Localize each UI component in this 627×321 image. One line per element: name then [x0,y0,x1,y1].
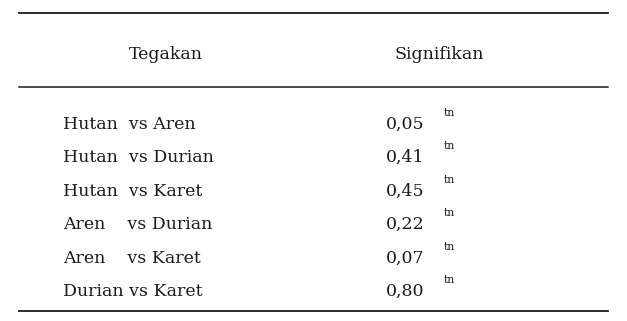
Text: 0,07: 0,07 [386,249,424,266]
Text: 0,41: 0,41 [386,149,424,166]
Text: 0,05: 0,05 [386,116,424,133]
Text: tn: tn [443,142,455,152]
Text: tn: tn [443,242,455,252]
Text: Signifikan: Signifikan [394,46,483,63]
Text: tn: tn [443,275,455,285]
Text: tn: tn [443,208,455,218]
Text: Tegakan: Tegakan [129,46,203,63]
Text: 0,22: 0,22 [386,216,424,233]
Text: Hutan  vs Durian: Hutan vs Durian [63,149,214,166]
Text: Aren    vs Durian: Aren vs Durian [63,216,212,233]
Text: tn: tn [443,175,455,185]
Text: Hutan  vs Karet: Hutan vs Karet [63,183,202,200]
Text: tn: tn [443,108,455,118]
Text: Aren    vs Karet: Aren vs Karet [63,249,201,266]
Text: 0,45: 0,45 [386,183,424,200]
Text: Hutan  vs Aren: Hutan vs Aren [63,116,196,133]
Text: Durian vs Karet: Durian vs Karet [63,283,202,300]
Text: 0,80: 0,80 [386,283,424,300]
